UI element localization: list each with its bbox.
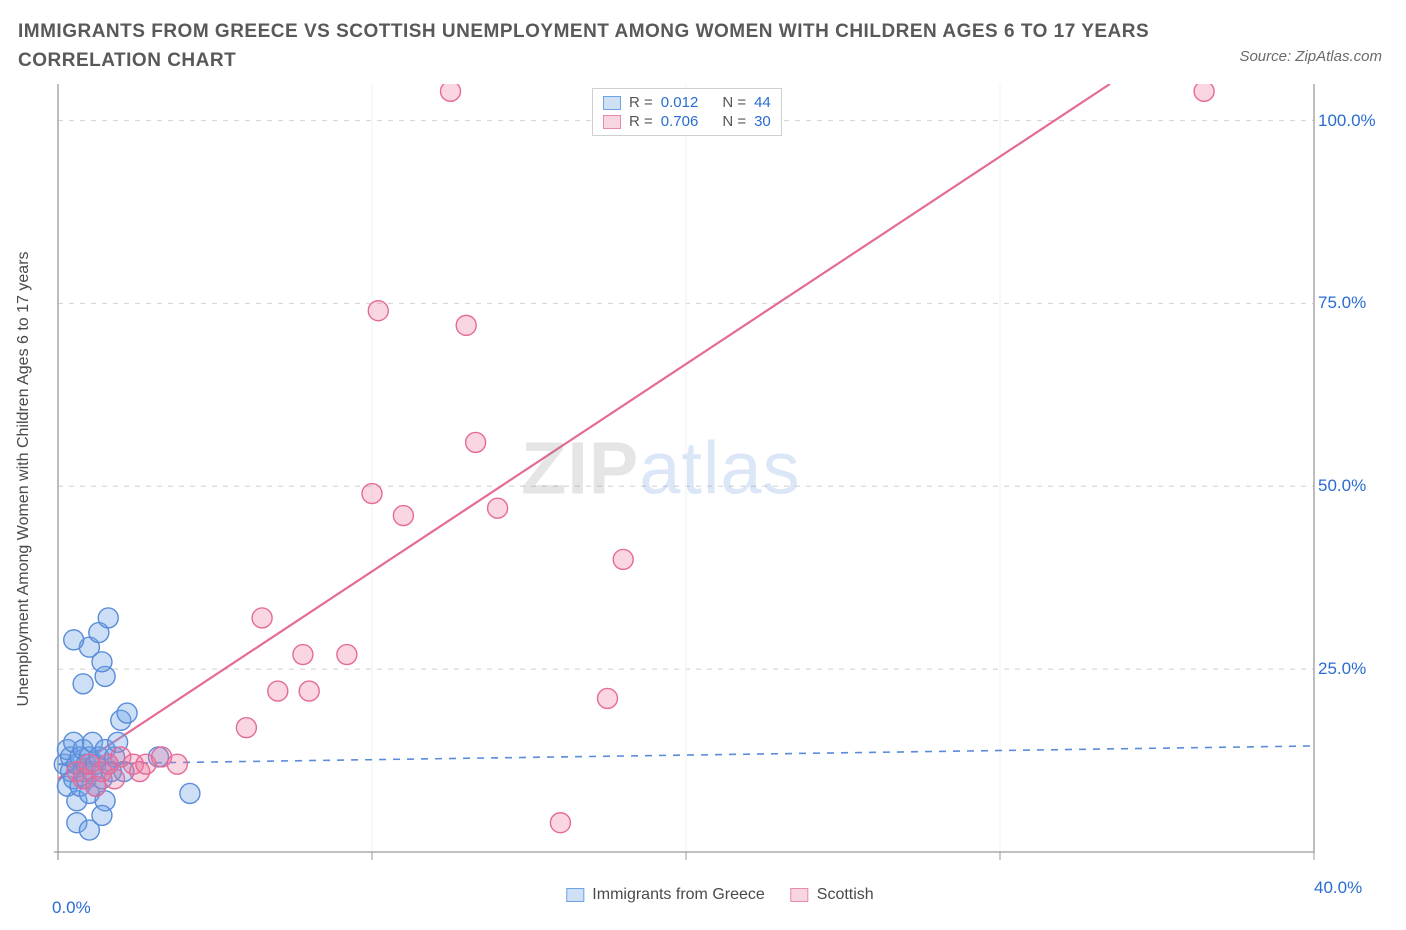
r-value-blue: 0.012 [661,94,699,111]
stats-row-pink: R = 0.706 N = 30 [603,112,771,131]
chart-title: IMMIGRANTS FROM GREECE VS SCOTTISH UNEMP… [18,18,1186,75]
plot-area: Unemployment Among Women with Children A… [52,84,1388,874]
y-tick-label: 25.0% [1318,659,1366,679]
swatch-pink [603,115,621,129]
legend-item-pink: Scottish [791,886,874,904]
legend-label-blue: Immigrants from Greece [592,886,764,904]
y-tick-label: 50.0% [1318,476,1366,496]
swatch-pink-bottom [791,888,809,902]
legend-item-blue: Immigrants from Greece [566,886,764,904]
n-value-pink: 30 [754,113,771,130]
y-tick-label: 75.0% [1318,293,1366,313]
y-tick-label: 100.0% [1318,111,1376,131]
stats-legend: R = 0.012 N = 44 R = 0.706 N = 30 [592,88,782,136]
stats-row-blue: R = 0.012 N = 44 [603,93,771,112]
x-tick-min: 0.0% [52,898,91,918]
n-label: N = [722,113,746,130]
n-label: N = [722,94,746,111]
source-citation: Source: ZipAtlas.com [1239,48,1382,65]
x-tick-max: 40.0% [1314,878,1362,898]
n-value-blue: 44 [754,94,771,111]
r-label: R = [629,113,653,130]
r-label: R = [629,94,653,111]
y-axis-label: Unemployment Among Women with Children A… [15,251,33,706]
series-legend: Immigrants from Greece Scottish [566,886,873,904]
swatch-blue-bottom [566,888,584,902]
legend-label-pink: Scottish [817,886,874,904]
scatter-plot-svg [52,84,1388,874]
r-value-pink: 0.706 [661,113,699,130]
swatch-blue [603,96,621,110]
